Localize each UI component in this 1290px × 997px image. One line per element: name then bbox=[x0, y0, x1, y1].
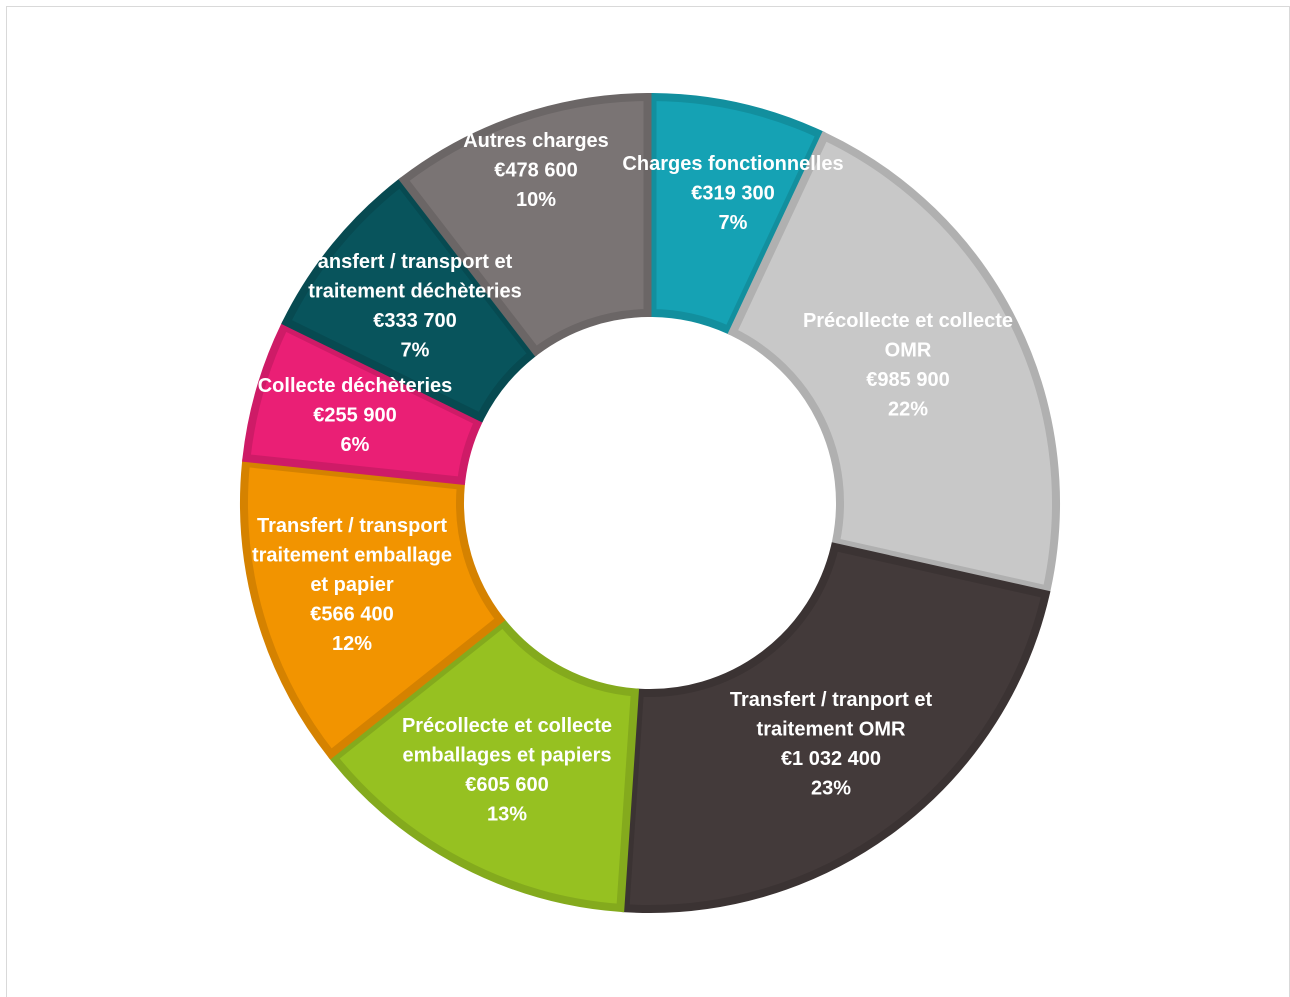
slice-name-line: ansfert / transport et bbox=[318, 251, 513, 273]
slice-value-label: €985 900 bbox=[866, 369, 949, 391]
slice-value-label: €255 900 bbox=[313, 405, 396, 427]
slice-label-3: Transfert / tranport et traitement OMR €1 … bbox=[730, 689, 933, 800]
slice-name-line: traitement OMR bbox=[757, 719, 906, 741]
slice-label-6: Collecte déchèteries €255 900 6% bbox=[258, 375, 453, 456]
slice-name-line: OMR bbox=[885, 340, 932, 362]
slice-percent-label: 10% bbox=[516, 189, 556, 211]
slice-4 bbox=[328, 617, 640, 913]
slice-label-5: Transfert / transport traitement emballag… bbox=[252, 515, 452, 655]
slice-percent-label: 7% bbox=[719, 212, 748, 234]
slice-5 bbox=[240, 458, 506, 760]
slice-name-line: et papier bbox=[310, 574, 394, 596]
slice-name-line: traitement déchèteries bbox=[308, 281, 521, 303]
slice-label-2: Précollecte et collecte OMR €985 900 22% bbox=[803, 310, 1013, 421]
slice-1 bbox=[648, 92, 826, 336]
slice-percent-label: 7% bbox=[401, 340, 430, 362]
slice-name-line: traitement emballage bbox=[252, 545, 452, 567]
slice-percent-label: 23% bbox=[811, 778, 851, 800]
slice-value-label: €333 700 bbox=[373, 310, 456, 332]
slice-percent-label: 22% bbox=[888, 399, 928, 421]
slice-label-4: Précollecte et collecte emballages et pap… bbox=[402, 715, 612, 826]
slice-7 bbox=[281, 177, 538, 423]
slice-name-line: Autres charges bbox=[463, 130, 609, 152]
slice-name-line: Précollecte et collecte bbox=[803, 310, 1013, 332]
slice-percent-label: 13% bbox=[487, 804, 527, 826]
slice-name-line: Charges fonctionnelles bbox=[622, 153, 843, 175]
slice-value-label: €566 400 bbox=[310, 604, 393, 626]
slice-2 bbox=[727, 131, 1060, 595]
slice-label-1: Charges fonctionnelles €319 300 7% bbox=[622, 153, 843, 234]
slice-8 bbox=[398, 92, 652, 357]
slice-3 bbox=[621, 542, 1051, 913]
slice-value-label: €319 300 bbox=[691, 183, 774, 205]
slice-name-line: Précollecte et collecte bbox=[402, 715, 612, 737]
slice-name-line: Transfert / transport bbox=[257, 515, 447, 537]
slice-value-label: €1 032 400 bbox=[781, 748, 881, 770]
slice-6 bbox=[242, 321, 484, 486]
slice-value-label: €605 600 bbox=[465, 774, 548, 796]
slice-name-line: Transfert / tranport et bbox=[730, 689, 933, 711]
slice-label-8: Autres charges €478 600 10% bbox=[463, 130, 609, 211]
labels-layer: Charges fonctionnelles €319 300 7% Précolle… bbox=[252, 130, 1013, 826]
slices-layer bbox=[240, 92, 1060, 913]
slice-value-label: €478 600 bbox=[494, 160, 577, 182]
slice-percent-label: 6% bbox=[341, 434, 370, 456]
slice-name-line: Collecte déchèteries bbox=[258, 375, 453, 397]
slice-percent-label: 12% bbox=[332, 633, 372, 655]
slice-label-7: ansfert / transport et traitement déchète… bbox=[308, 251, 521, 362]
slice-name-line: emballages et papiers bbox=[403, 745, 612, 767]
